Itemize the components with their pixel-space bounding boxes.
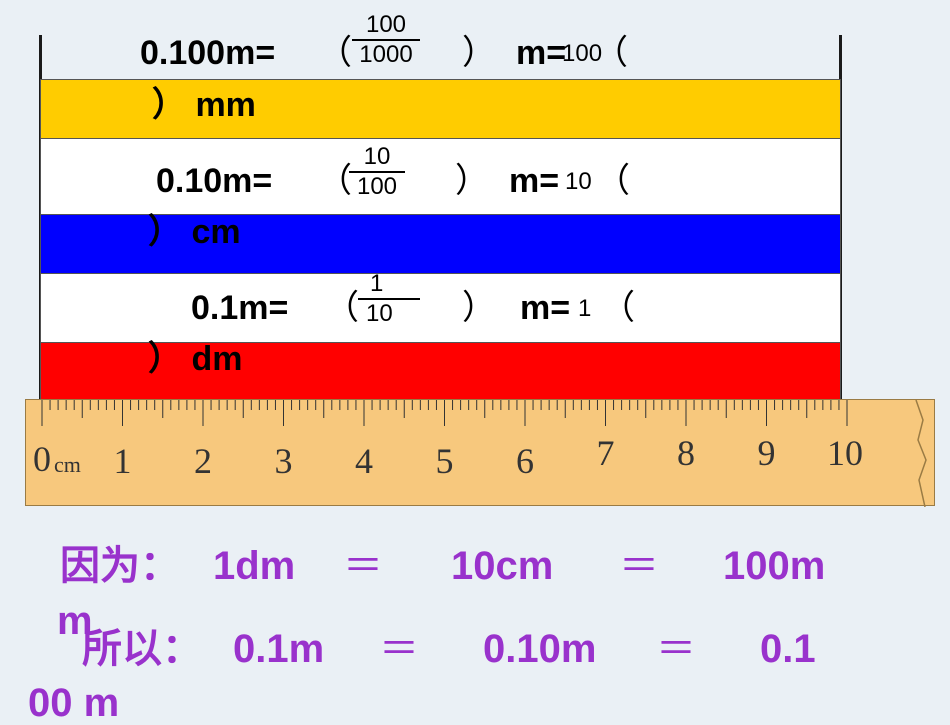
row1-denominator: 1000 — [359, 41, 413, 68]
ruler-number-3: 3 — [274, 441, 293, 481]
because-wrap: m — [57, 599, 93, 643]
ruler: 0 cm 1 2 3 4 5 6 7 8 9 10 — [25, 399, 935, 507]
bar-blank-2 — [40, 274, 841, 342]
ruler-broken-edge — [915, 400, 927, 507]
because-eq1: ＝ — [343, 544, 383, 588]
row3-close-paren: ） — [462, 289, 496, 327]
row2-unit-eq: m= — [509, 162, 560, 200]
row2-value: 0.10m= — [156, 162, 273, 200]
row2-tail: ） cm — [148, 213, 241, 251]
row1-open-paren-2: （ — [594, 34, 628, 72]
row2-open-paren-2: （ — [596, 162, 630, 200]
row1-open-paren: （ — [318, 34, 352, 72]
ruler-number-10: 10 — [827, 433, 863, 473]
ruler-number-2: 2 — [194, 441, 212, 481]
ruler-ticks — [41, 400, 848, 426]
row2-close-paren: ） — [455, 162, 489, 200]
row1-unit-eq: m= — [516, 34, 567, 72]
because-c: 100m — [723, 544, 826, 588]
row1-tail: ） mm — [152, 86, 256, 124]
row2-fraction: 10 100 — [349, 145, 405, 199]
bar-blank-1 — [40, 139, 841, 214]
row1-numerator: 100 — [365, 11, 407, 38]
row3-denominator: 10 — [366, 300, 393, 327]
row3-unit-eq: m= — [520, 289, 571, 327]
bar-dm-red — [40, 342, 841, 402]
ruler-unit-label: cm — [54, 452, 81, 477]
so-prefix: 所以： — [82, 627, 202, 671]
because-eq2: ＝ — [619, 544, 659, 588]
ruler-zero-label: 0 — [33, 439, 51, 479]
ruler-number-8: 8 — [677, 433, 695, 473]
row1-fraction: 100 1000 — [352, 13, 420, 67]
so-eq1: ＝ — [379, 627, 419, 671]
because-prefix: 因为： — [60, 544, 180, 588]
ruler-number-7: 7 — [596, 433, 615, 473]
ruler-number-6: 6 — [516, 441, 534, 481]
row1-close-paren: ） — [462, 34, 496, 72]
so-a: 0.1m — [233, 627, 325, 671]
row3-answer: 1 — [578, 295, 592, 322]
row1-answer: 100 — [562, 40, 603, 67]
row2-numerator: 10 — [363, 143, 391, 170]
row1-value: 0.100m= — [140, 34, 276, 72]
bar-cm-blue — [40, 214, 841, 274]
so-b: 0.10m — [483, 627, 597, 671]
ruler-graphic — [41, 400, 927, 507]
bar-mm-yellow — [40, 79, 841, 139]
because-line: 因为： — [60, 546, 180, 586]
so-eq2: ＝ — [656, 627, 696, 671]
row2-denominator: 100 — [356, 173, 398, 200]
row1-fraction-bar — [352, 39, 420, 41]
ruler-number-5: 5 — [435, 441, 454, 481]
ruler-number-9: 9 — [757, 433, 776, 473]
row3-open-paren: （ — [325, 289, 359, 327]
ruler-number-4: 4 — [355, 441, 373, 481]
because-b: 10cm — [451, 544, 554, 588]
row2-fraction-bar — [349, 171, 405, 173]
row2-open-paren: （ — [318, 162, 352, 200]
row2-answer: 10 — [565, 168, 592, 195]
ruler-number-1: 1 — [113, 441, 132, 481]
so-wrap: 00 m — [28, 681, 120, 725]
row3-numerator: 1 — [370, 270, 384, 297]
row3-value: 0.1m= — [191, 289, 289, 327]
because-a: 1dm — [213, 544, 296, 588]
row3-fraction-bar — [358, 298, 420, 300]
row3-open-paren-2: （ — [601, 289, 635, 327]
so-c: 0.1 — [760, 627, 816, 671]
row3-fraction: 1 10 — [358, 272, 420, 326]
row3-tail: ） dm — [148, 340, 243, 378]
